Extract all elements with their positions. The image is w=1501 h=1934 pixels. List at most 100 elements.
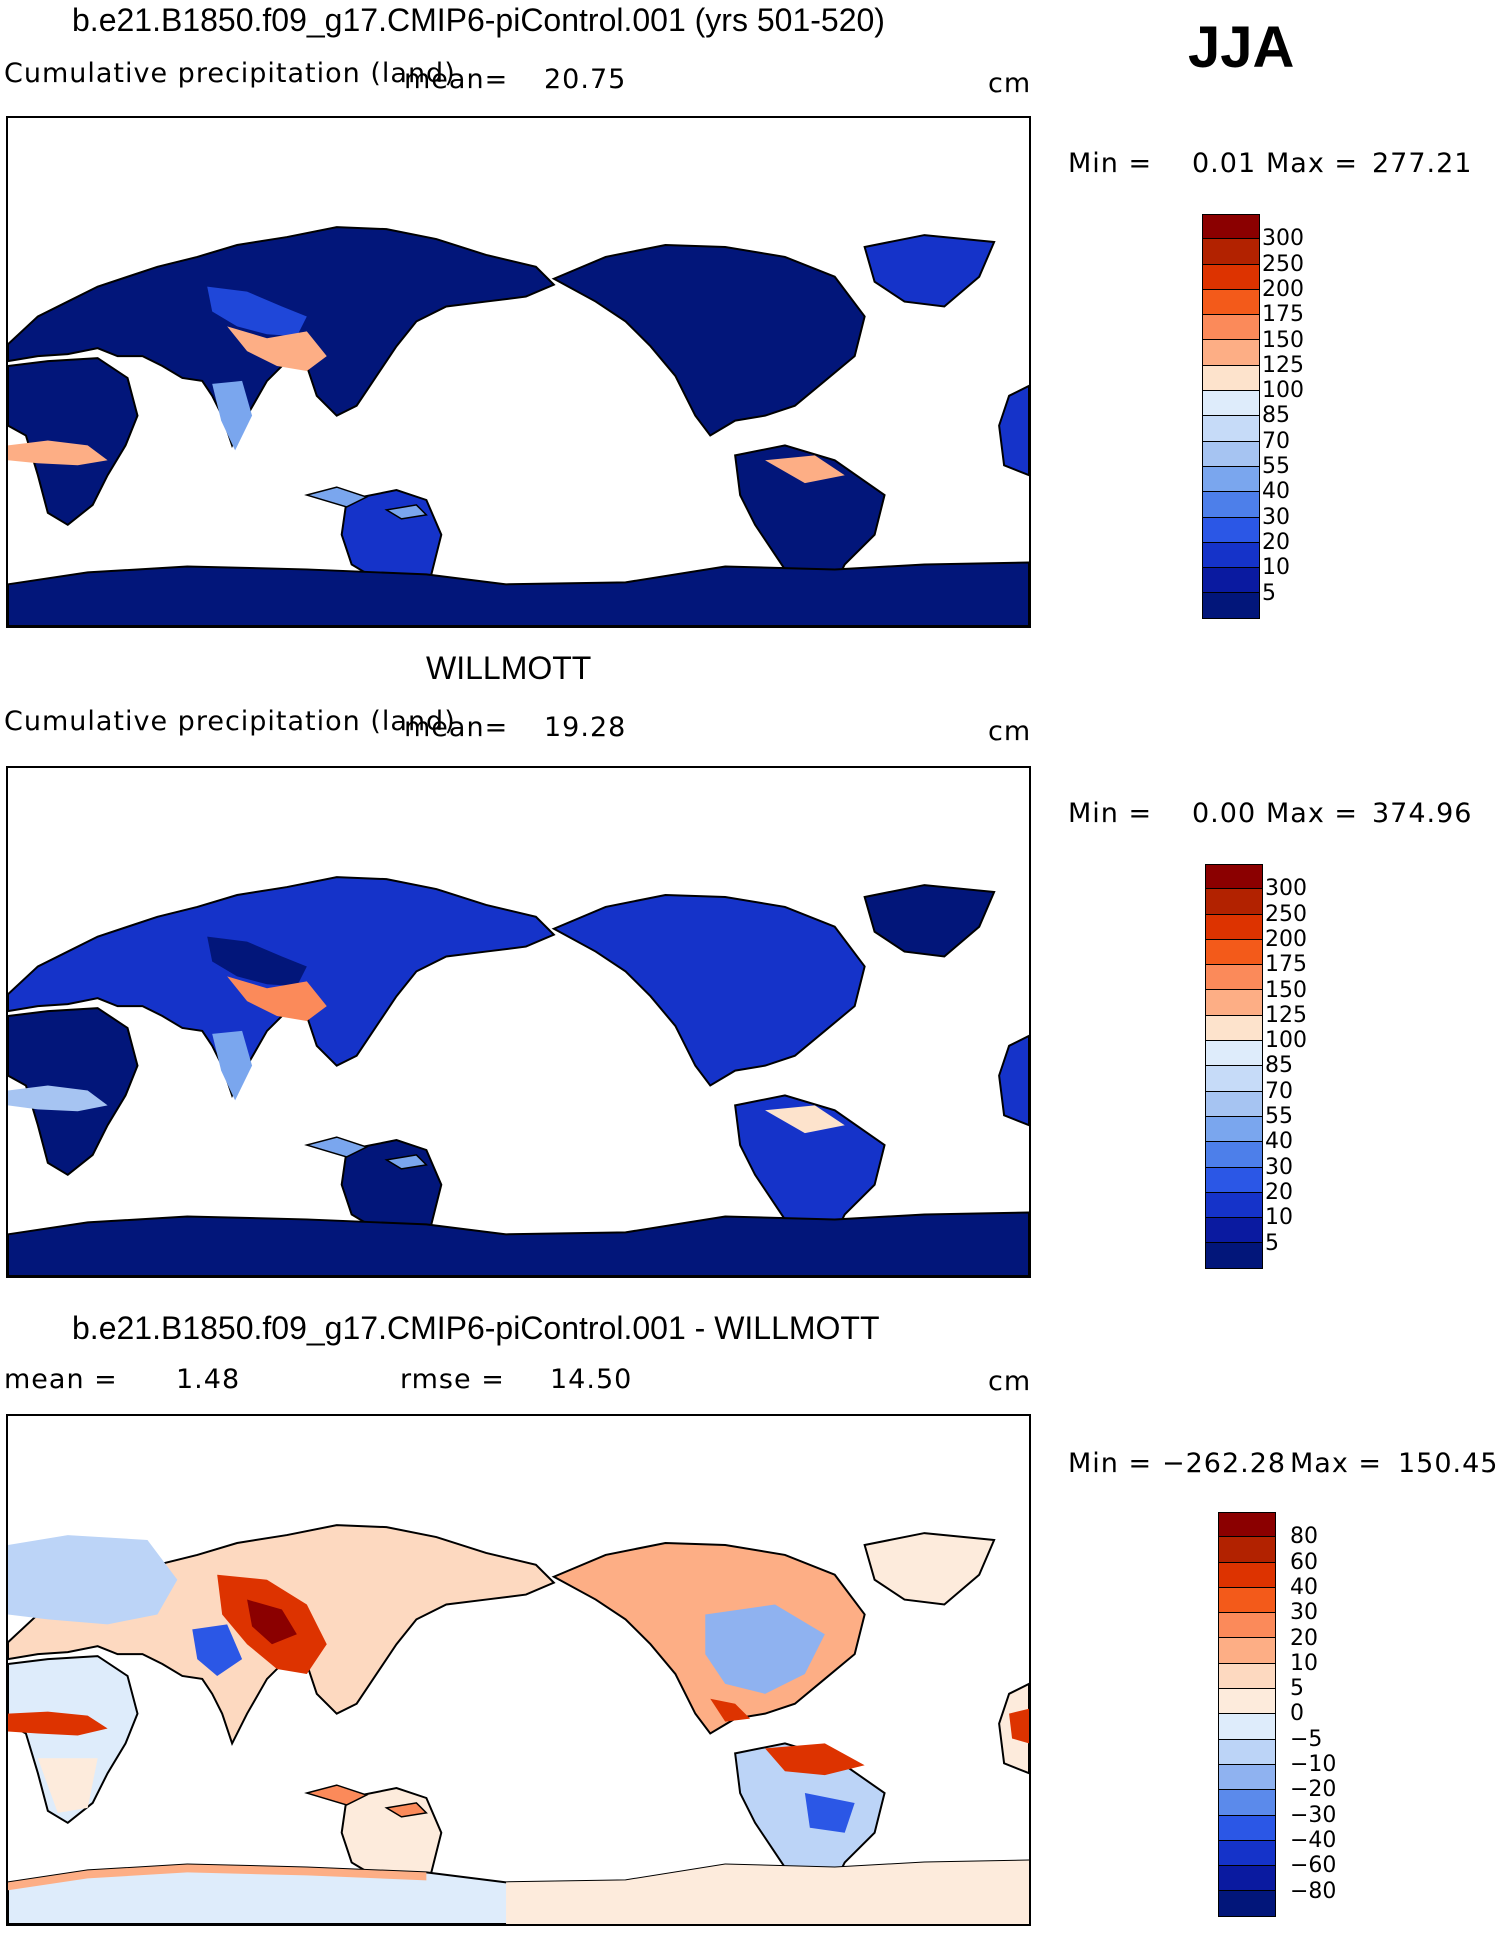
colorbar-swatch — [1205, 1218, 1263, 1244]
colorbar-swatch — [1205, 1243, 1263, 1269]
colorbar-level-label: 80 — [1290, 1524, 1318, 1550]
colorbar-level-label: 300 — [1265, 876, 1307, 902]
colorbar-swatch — [1205, 864, 1263, 890]
panel1-north-america — [551, 244, 866, 437]
panel3-mean-label: mean = — [4, 1364, 118, 1395]
colorbar-swatch — [1205, 1091, 1263, 1117]
panel2-west-africa-edge — [998, 1034, 1029, 1127]
panel3-min-label: Min = — [1068, 1448, 1153, 1479]
panel1-min-label: Min = — [1068, 148, 1153, 179]
panel3-title: b.e21.B1850.f09_g17.CMIP6-piControl.001 … — [72, 1310, 880, 1346]
panel3-map — [6, 1414, 1031, 1926]
panel1-indonesia — [304, 486, 428, 520]
colorbar-swatch — [1202, 264, 1260, 290]
colorbar-swatch — [1205, 965, 1263, 991]
colorbar-level-label: 70 — [1265, 1078, 1293, 1104]
colorbar-level-label: 125 — [1262, 352, 1304, 378]
colorbar-swatch — [1218, 1790, 1276, 1816]
panel3-rmse-value: 14.50 — [550, 1364, 633, 1395]
colorbar-swatch — [1218, 1714, 1276, 1740]
panel2-mean-value: 19.28 — [544, 712, 627, 743]
panel3-max-value: 150.45 — [1398, 1448, 1499, 1479]
colorbar-swatch — [1202, 365, 1260, 392]
colorbar-level-label: −5 — [1290, 1726, 1323, 1752]
colorbar-level-label: 125 — [1265, 1002, 1307, 1028]
colorbar-level-label: 5 — [1262, 580, 1276, 606]
panel3-colorbar — [1218, 1512, 1276, 1917]
panel3-rmse-label: rmse = — [400, 1364, 505, 1395]
colorbar-level-label: 200 — [1265, 926, 1307, 952]
colorbar-swatch — [1205, 1192, 1263, 1219]
colorbar-swatch — [1205, 914, 1263, 940]
panel2-min-value: 0.00 — [1192, 798, 1257, 829]
panel2-tibet — [207, 936, 307, 987]
colorbar-level-label: −80 — [1290, 1878, 1337, 1904]
colorbar-level-label: 55 — [1265, 1104, 1293, 1129]
colorbar-level-label: 10 — [1265, 1205, 1293, 1231]
colorbar-level-label: 250 — [1262, 251, 1304, 277]
panel1-min-value: 0.01 — [1192, 148, 1257, 179]
colorbar-level-label: 40 — [1265, 1129, 1293, 1155]
colorbar-level-label: 30 — [1290, 1600, 1318, 1626]
season-label: JJA — [1188, 15, 1295, 80]
colorbar-swatch — [1202, 391, 1260, 417]
colorbar-swatch — [1218, 1840, 1276, 1867]
colorbar-swatch — [1205, 1066, 1263, 1092]
panel2-india — [212, 1030, 253, 1101]
colorbar-swatch — [1218, 1613, 1276, 1639]
panel3-units: cm — [988, 1366, 1032, 1397]
colorbar-swatch — [1202, 239, 1260, 265]
colorbar-swatch — [1218, 1537, 1276, 1563]
panel2-indonesia — [304, 1136, 428, 1170]
colorbar-level-label: 85 — [1262, 403, 1290, 429]
panel3-china-core — [247, 1599, 297, 1645]
colorbar-swatch — [1218, 1587, 1276, 1614]
colorbar-swatch — [1205, 939, 1263, 966]
panel3-mean-value: 1.48 — [176, 1364, 241, 1395]
panel3-brazil-dry — [804, 1793, 855, 1833]
colorbar-swatch — [1205, 1015, 1263, 1042]
panel1-himalaya-wet — [227, 326, 327, 372]
panel3-central-america-wet — [710, 1698, 751, 1722]
colorbar-level-label: 175 — [1265, 952, 1307, 978]
panel1-sahel-wet — [8, 440, 108, 466]
panel2-max-label: Max = — [1266, 798, 1359, 829]
colorbar-swatch — [1202, 542, 1260, 569]
colorbar-swatch — [1205, 1116, 1263, 1143]
panel1-variable: Cumulative precipitation (land) — [4, 58, 456, 89]
panel3-antarctica-east — [506, 1860, 1029, 1924]
colorbar-level-label: 20 — [1265, 1179, 1293, 1205]
colorbar-level-label: −20 — [1290, 1777, 1337, 1803]
colorbar-level-label: 40 — [1262, 479, 1290, 505]
panel1-mean-label: mean= — [404, 64, 509, 95]
panel1-amazon-wet — [765, 455, 845, 484]
colorbar-swatch — [1202, 466, 1260, 493]
panel2-min-label: Min = — [1068, 798, 1153, 829]
panel3-indonesia — [304, 1784, 428, 1818]
colorbar-level-label: 30 — [1265, 1154, 1293, 1180]
panel1-max-label: Max = — [1266, 148, 1359, 179]
panel3-africa-south — [37, 1758, 98, 1813]
colorbar-level-label: 100 — [1265, 1028, 1307, 1054]
panel2-sahel-wet — [8, 1085, 108, 1112]
colorbar-level-label: 200 — [1262, 276, 1304, 302]
colorbar-level-label: 5 — [1265, 1230, 1279, 1256]
panel1-colorbar — [1202, 214, 1260, 619]
panel3-greenland — [863, 1532, 996, 1606]
panel2-mean-label: mean= — [404, 712, 509, 743]
panel2-title: WILLMOTT — [426, 650, 592, 686]
panel2-max-value: 374.96 — [1372, 798, 1473, 829]
colorbar-swatch — [1218, 1739, 1276, 1765]
colorbar-level-label: −60 — [1290, 1853, 1337, 1879]
colorbar-swatch — [1205, 1041, 1263, 1067]
colorbar-swatch — [1202, 568, 1260, 594]
colorbar-swatch — [1218, 1638, 1276, 1664]
colorbar-swatch — [1218, 1764, 1276, 1791]
panel3-sahel-wet — [8, 1711, 108, 1736]
colorbar-level-label: −10 — [1290, 1752, 1337, 1777]
colorbar-level-label: 55 — [1262, 454, 1290, 479]
colorbar-swatch — [1202, 340, 1260, 366]
panel3-north-america-dry — [705, 1604, 825, 1694]
panel1-africa — [8, 357, 139, 527]
panel2-greenland — [863, 884, 996, 958]
